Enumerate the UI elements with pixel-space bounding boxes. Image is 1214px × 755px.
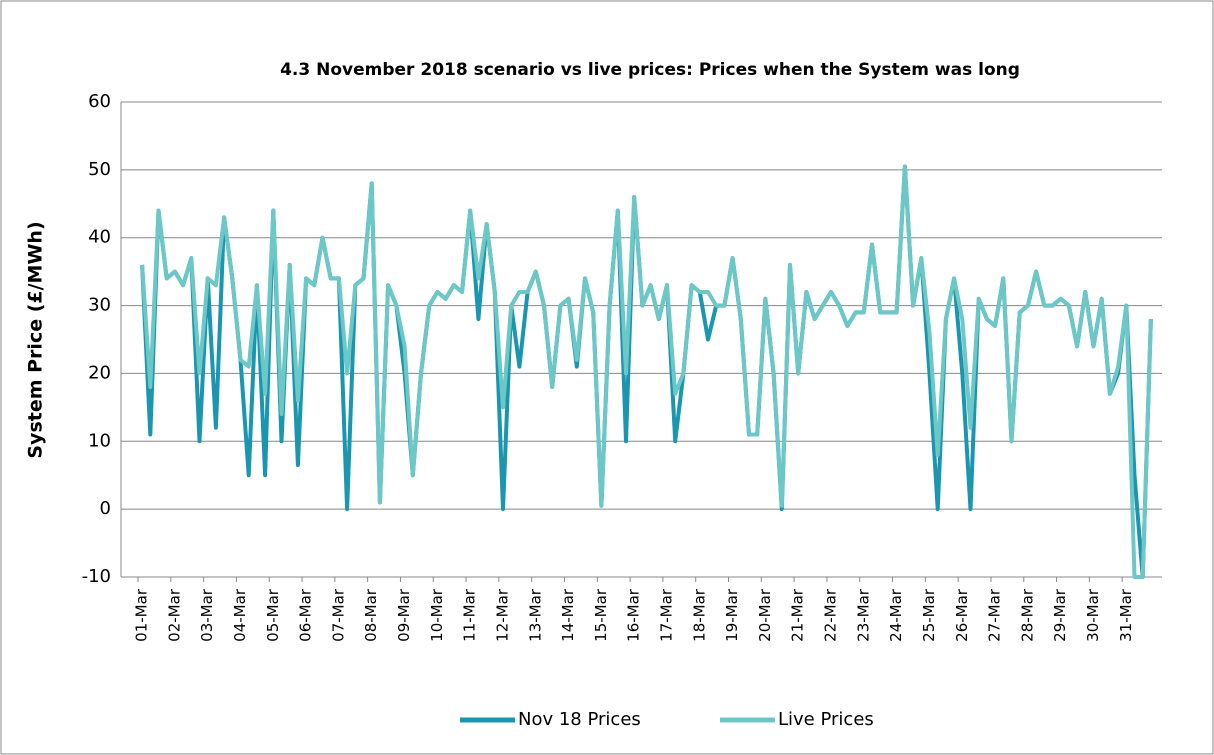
- y-axis-label: System Price (£/MWh): [25, 221, 47, 458]
- x-tick-label: 08-Mar: [362, 588, 380, 642]
- x-tick-label: 13-Mar: [526, 588, 544, 642]
- x-tick-label: 11-Mar: [461, 588, 479, 642]
- y-tick-label: 30: [88, 295, 111, 316]
- x-tick-label: 28-Mar: [1018, 588, 1036, 642]
- x-tick-label: 23-Mar: [854, 588, 872, 642]
- x-tick-label: 04-Mar: [231, 588, 249, 642]
- y-tick-label: 40: [88, 227, 111, 248]
- x-tick-label: 14-Mar: [559, 588, 577, 642]
- x-tick-label: 19-Mar: [723, 588, 741, 642]
- x-tick-label: 25-Mar: [920, 588, 938, 642]
- x-tick-label: 05-Mar: [264, 588, 282, 642]
- x-tick-label: 21-Mar: [789, 588, 807, 642]
- x-tick-label: 01-Mar: [133, 588, 151, 642]
- y-tick-label: 0: [100, 498, 111, 519]
- x-tick-label: 17-Mar: [658, 588, 676, 642]
- x-tick-label: 27-Mar: [986, 588, 1004, 642]
- legend-label: Live Prices: [778, 709, 874, 730]
- x-tick-label: 30-Mar: [1084, 588, 1102, 642]
- x-tick-label: 03-Mar: [198, 588, 216, 642]
- y-tick-label: 60: [88, 91, 111, 112]
- x-tick-label: 16-Mar: [625, 588, 643, 642]
- y-tick-label: 10: [88, 430, 111, 451]
- legend-label: Nov 18 Prices: [518, 709, 641, 730]
- y-tick-label: 20: [88, 362, 111, 383]
- x-tick-label: 15-Mar: [592, 588, 610, 642]
- y-tick-label: 50: [88, 159, 111, 180]
- x-tick-label: 20-Mar: [756, 588, 774, 642]
- x-tick-label: 02-Mar: [165, 588, 183, 642]
- x-tick-label: 26-Mar: [953, 588, 971, 642]
- x-tick-label: 18-Mar: [690, 588, 708, 642]
- x-tick-label: 06-Mar: [297, 588, 315, 642]
- x-tick-label: 09-Mar: [395, 588, 413, 642]
- x-tick-label: 12-Mar: [493, 588, 511, 642]
- x-tick-label: 24-Mar: [887, 588, 905, 642]
- x-tick-label: 10-Mar: [428, 588, 446, 642]
- x-tick-label: 31-Mar: [1117, 588, 1135, 642]
- x-tick-label: 29-Mar: [1051, 588, 1069, 642]
- y-tick-label: -10: [82, 566, 111, 587]
- x-tick-label: 07-Mar: [329, 588, 347, 642]
- series-line: [140, 164, 1153, 579]
- x-tick-label: 22-Mar: [822, 588, 840, 642]
- chart-title: 4.3 November 2018 scenario vs live price…: [280, 60, 1020, 80]
